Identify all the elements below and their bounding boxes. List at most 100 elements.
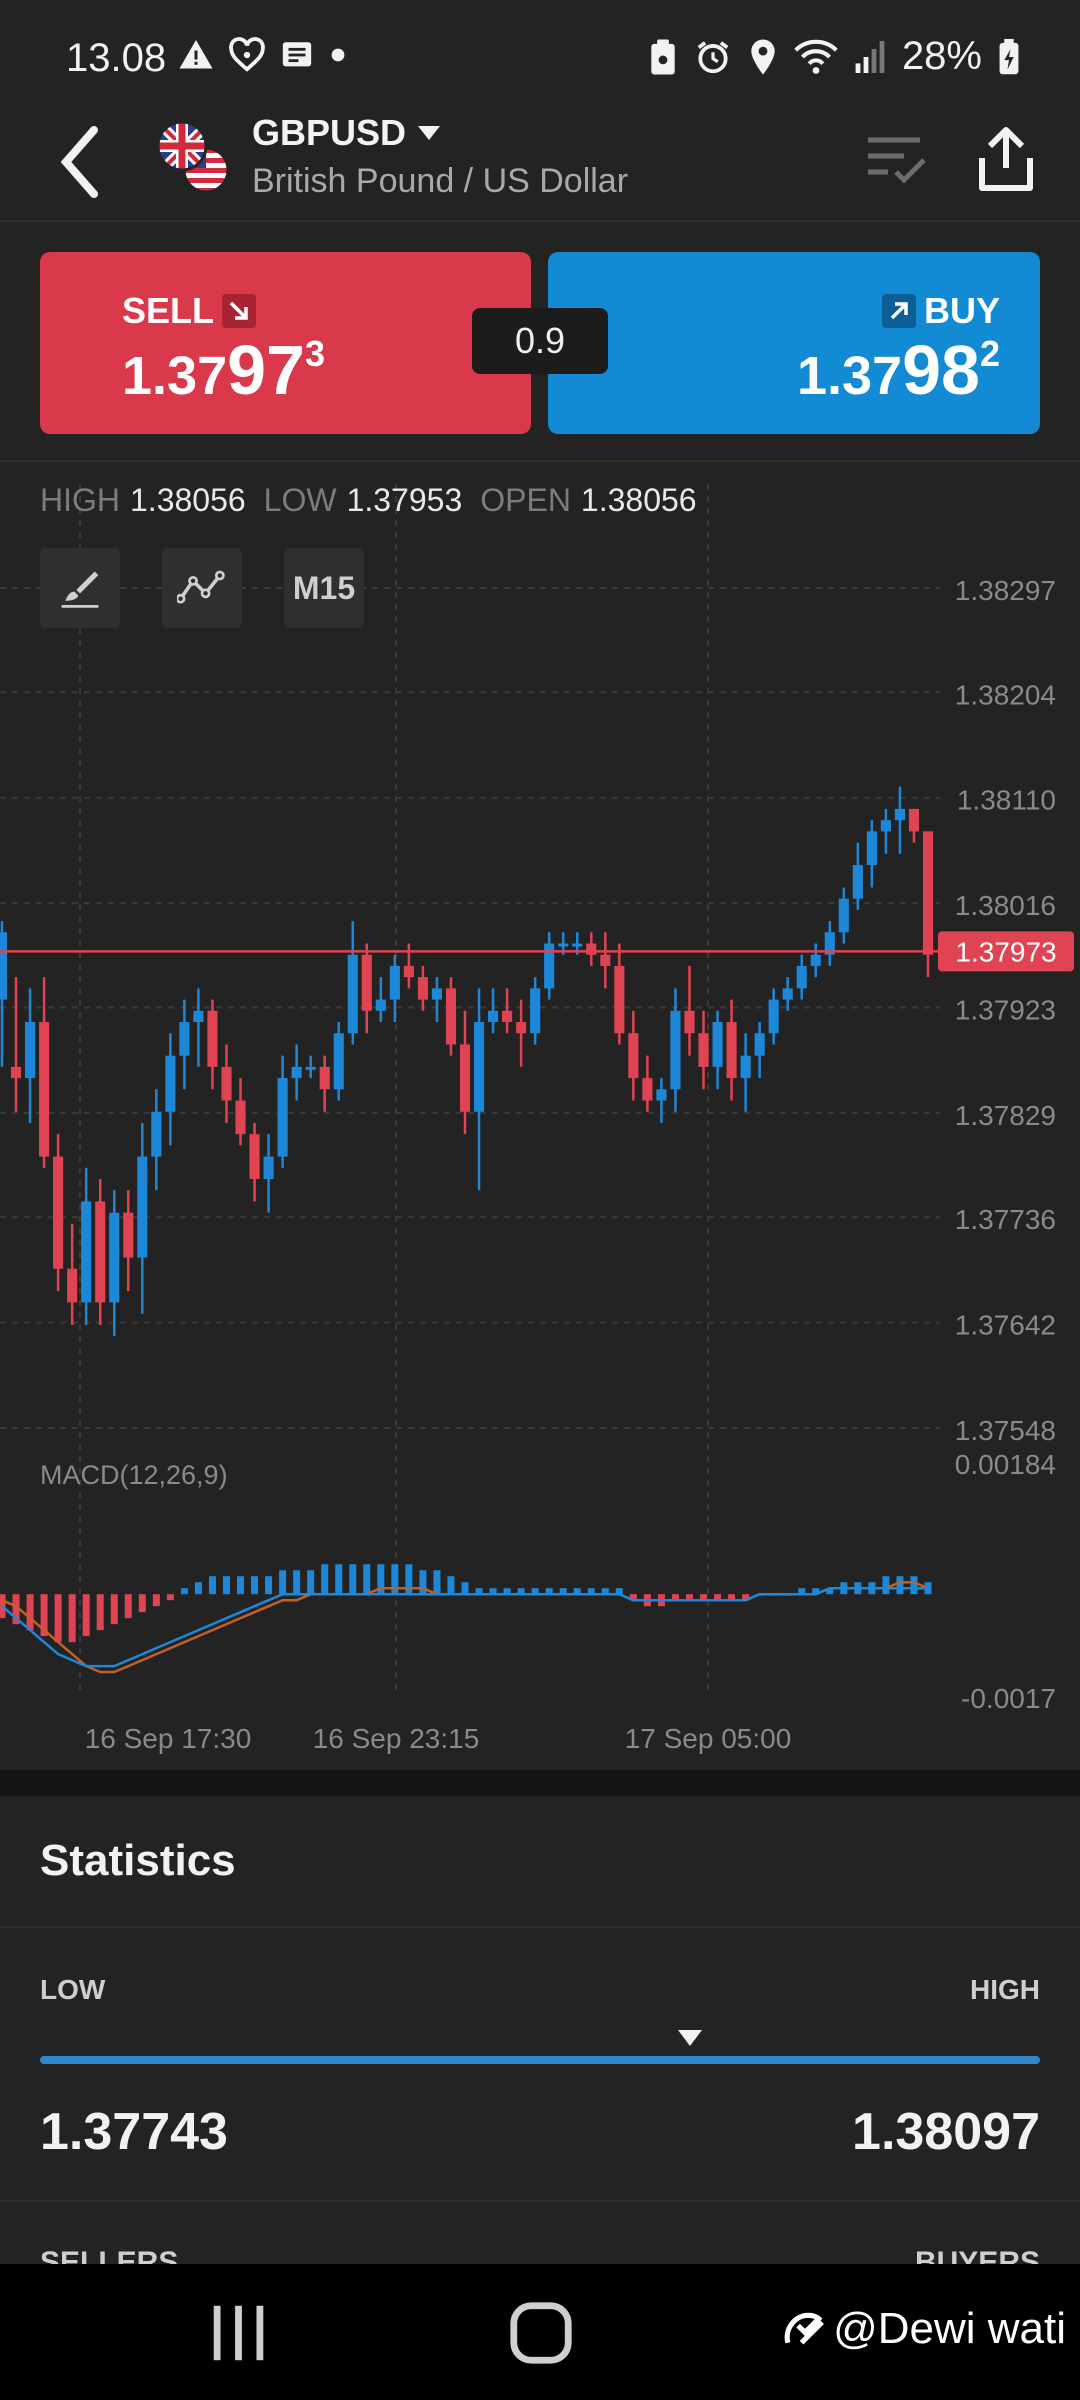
buy-price-fraction: 2: [979, 333, 1000, 374]
candle-body: [698, 1033, 709, 1067]
candle: [712, 1010, 723, 1090]
sell-label: SELL: [122, 290, 215, 331]
candle-body: [516, 1022, 527, 1034]
order-checklist-icon[interactable]: [860, 124, 932, 196]
candle-body: [221, 1066, 232, 1101]
ohl-summary: HIGH 1.38056 LOW 1.37953 OPEN 1.38056: [40, 482, 705, 519]
candle: [109, 1190, 120, 1337]
status-bar: 13.08 28%: [0, 0, 1080, 110]
candle: [544, 932, 555, 1000]
price-axis-label: 1.37548: [955, 1415, 1056, 1446]
statistics-panel: Statistics LOW HIGH 1.37743 1.38097 SELL…: [0, 1796, 1080, 2279]
recent-apps-icon[interactable]: [204, 2298, 274, 2368]
drawing-tool-button[interactable]: [40, 548, 120, 628]
candle: [768, 988, 779, 1045]
candle: [473, 988, 485, 1191]
buy-button[interactable]: BUY 1.37982: [548, 252, 1040, 434]
status-notification-icons: [178, 36, 348, 74]
candle-body: [67, 1268, 78, 1303]
macd-label: MACD(12,26,9): [40, 1460, 228, 1490]
candle-body: [0, 932, 8, 1000]
candle: [25, 988, 36, 1123]
candle: [838, 887, 849, 944]
candle-body: [305, 1066, 316, 1070]
buy-price: 1.37982: [797, 330, 1000, 410]
range-high-value: 1.38097: [852, 2103, 1040, 2161]
price-axis-label: 1.38204: [955, 679, 1056, 710]
candle-body: [179, 1022, 190, 1056]
candle: [866, 820, 877, 888]
candle: [249, 1122, 260, 1202]
candle-body: [782, 988, 793, 1000]
candle: [361, 943, 372, 1034]
time-axis-label: 16 Sep 23:15: [313, 1723, 480, 1754]
signal-icon: [855, 40, 885, 73]
arrow-up-right-icon: [881, 294, 916, 328]
range-low-value: 1.37743: [40, 2103, 228, 2161]
candle: [614, 943, 625, 1045]
price-chart[interactable]: 1.38297 1.38204 1.38110 1.38016 1.37923 1.378…: [0, 464, 1080, 1768]
high-label: HIGH: [40, 482, 120, 518]
candle-body: [642, 1078, 653, 1101]
macd-histogram-bar: [68, 1594, 76, 1643]
candle: [221, 1044, 232, 1123]
candle-body: [263, 1156, 274, 1180]
macd-histogram-bar: [180, 1588, 188, 1595]
macd-histogram-bar: [503, 1588, 511, 1595]
sell-button[interactable]: SELL 1.37973: [40, 252, 531, 434]
share-icon[interactable]: [970, 124, 1042, 196]
symbol-selector[interactable]: GBPUSD: [252, 112, 442, 154]
indicators-button[interactable]: [162, 548, 242, 628]
candle: [53, 1134, 64, 1292]
range-high-label: HIGH: [970, 1974, 1040, 2005]
candle-body: [473, 1022, 485, 1112]
candle: [516, 999, 527, 1067]
candle-body: [431, 988, 442, 1000]
open-value: 1.38056: [580, 482, 697, 518]
brush-icon: [61, 571, 99, 608]
candle: [0, 921, 8, 1067]
sell-price-fraction: 3: [304, 333, 326, 374]
buy-price-pips: 98: [902, 331, 980, 409]
macd-histogram-bar: [152, 1594, 160, 1607]
candle: [922, 831, 934, 978]
caret-down-icon: [418, 126, 441, 140]
timeframe-button[interactable]: M15: [284, 548, 364, 628]
alarm-icon: [697, 40, 729, 73]
candle: [628, 1010, 639, 1101]
time-axis-label: 16 Sep 17:30: [85, 1723, 252, 1754]
buy-label: BUY: [923, 290, 1000, 331]
macd-histogram-bar: [910, 1576, 918, 1595]
candle: [698, 1010, 709, 1090]
candle: [277, 1055, 288, 1168]
price-axis-label: 1.37923: [955, 994, 1056, 1025]
lock-clipboard-icon: [651, 38, 675, 75]
candle-body: [586, 943, 597, 955]
home-icon[interactable]: [506, 2298, 576, 2368]
macd-histogram-bar: [377, 1564, 385, 1595]
candle-body: [403, 965, 414, 978]
candle-body: [810, 954, 821, 966]
candle: [207, 999, 218, 1090]
candle: [417, 965, 428, 1011]
statistics-separator: [0, 2200, 1080, 2202]
high-value: 1.38056: [130, 482, 246, 518]
candle-body: [193, 1010, 204, 1023]
candle-body: [361, 954, 372, 1011]
candle: [39, 977, 50, 1168]
range-low-label: LOW: [40, 1974, 106, 2005]
candle-body: [726, 1022, 737, 1079]
back-arrow-icon[interactable]: [50, 122, 110, 202]
candle: [656, 1078, 667, 1123]
macd-histogram-bar: [433, 1570, 441, 1595]
macd-histogram-bar: [391, 1564, 399, 1595]
candle-body: [347, 954, 358, 1034]
more-dot-icon: [331, 48, 345, 62]
candlestick-chart[interactable]: 1.38297 1.38204 1.38110 1.38016 1.37923 1.378…: [0, 464, 1080, 1768]
macd-histogram-bar: [812, 1588, 820, 1595]
candle-body: [123, 1212, 134, 1258]
macd-histogram-bar: [307, 1570, 315, 1595]
price-axis-label: 1.37642: [955, 1310, 1056, 1341]
candle: [431, 977, 442, 1023]
candle: [81, 1167, 92, 1325]
